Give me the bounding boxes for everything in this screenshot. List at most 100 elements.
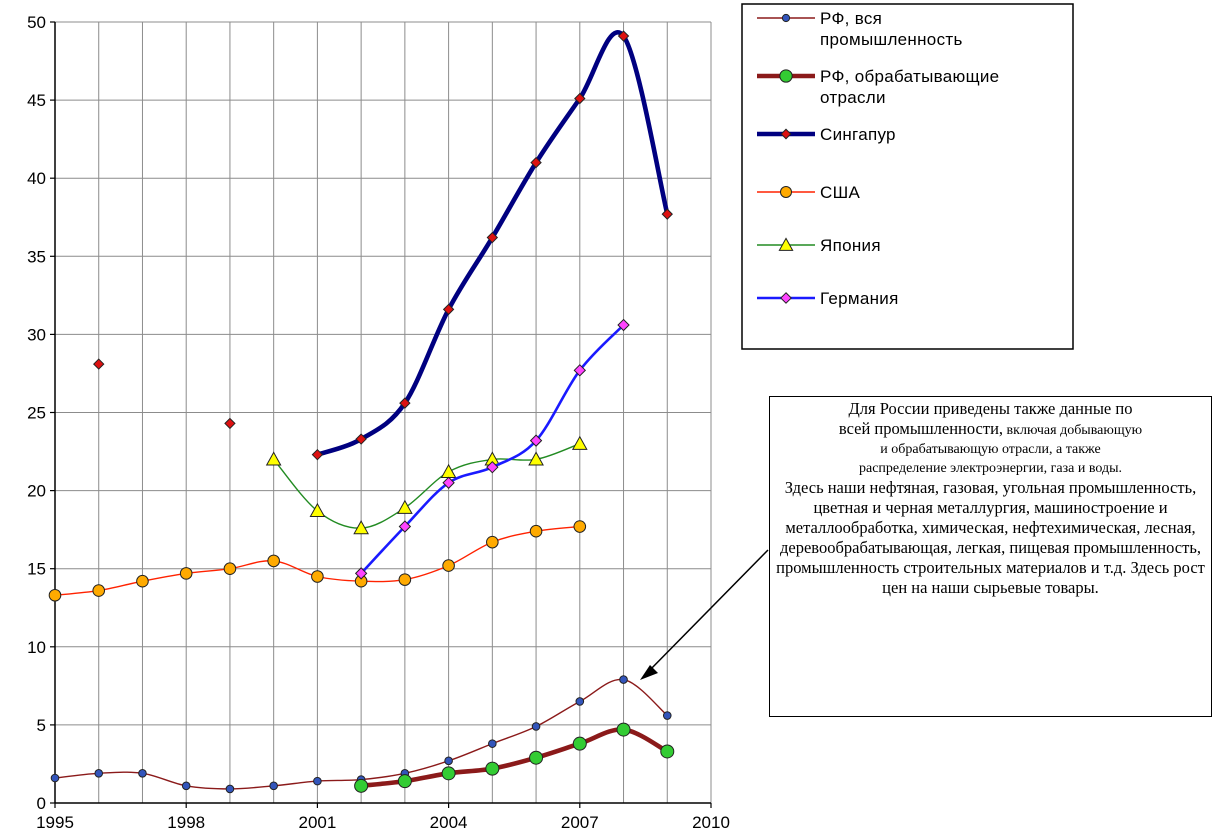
data-point	[442, 559, 455, 572]
data-point	[573, 520, 587, 533]
y-tick-label: 0	[37, 794, 46, 813]
data-point	[48, 588, 62, 602]
data-point	[311, 570, 324, 583]
data-point	[399, 397, 411, 409]
data-point	[93, 358, 105, 370]
legend-label: РФ, обрабатывающие	[820, 67, 999, 86]
annotation-box: Для России приведены также данные по все…	[769, 396, 1212, 717]
data-point	[265, 451, 282, 466]
data-point	[575, 697, 585, 706]
data-point	[181, 781, 191, 791]
y-tick-label: 5	[37, 716, 46, 735]
data-point	[223, 562, 237, 576]
legend-label: Германия	[820, 289, 899, 308]
data-point	[397, 774, 412, 789]
x-tick-label: 1998	[167, 813, 205, 832]
data-point	[616, 722, 631, 737]
data-point	[92, 584, 106, 597]
data-point	[179, 567, 193, 580]
data-point	[571, 435, 588, 450]
data-point	[441, 766, 456, 781]
x-tick-label: 2001	[298, 813, 336, 832]
grid-lines	[55, 21, 712, 803]
annotation-line-4: распределение электроэнергии, газа и вод…	[859, 461, 1122, 476]
data-point	[397, 499, 413, 514]
data-point	[353, 520, 369, 535]
legend-label: отрасли	[820, 88, 886, 107]
legend-label: Сингапур	[820, 125, 896, 144]
y-tick-label: 10	[27, 638, 46, 657]
legend-marker	[778, 237, 794, 251]
annotation-line-5: Здесь наши нефтяная, газовая, угольная п…	[776, 478, 1205, 597]
y-tick-label: 15	[27, 560, 46, 579]
y-tick-label: 30	[27, 325, 46, 344]
legend-marker	[779, 69, 793, 83]
series-2	[93, 30, 673, 461]
data-point	[224, 417, 236, 430]
data-point	[309, 502, 326, 518]
data-point	[528, 451, 544, 466]
data-point	[442, 303, 455, 316]
x-tick-label: 2010	[692, 813, 730, 832]
data-point	[661, 208, 673, 220]
annotation-line-1: Для России приведены также данные по	[848, 399, 1133, 418]
legend-label: РФ, вся	[820, 9, 882, 28]
legend-label: промышленность	[820, 30, 963, 49]
data-point	[442, 476, 455, 489]
x-tick-label: 2007	[561, 813, 599, 832]
data-point	[485, 761, 500, 776]
data-point	[486, 460, 499, 474]
data-point	[529, 524, 543, 538]
y-tick-label: 20	[27, 482, 46, 501]
series-3	[48, 520, 587, 602]
data-point	[313, 776, 322, 786]
legend: РФ, вся промышленность РФ, обрабатывающие о…	[741, 3, 1074, 350]
data-point	[486, 231, 499, 244]
data-point	[311, 448, 324, 461]
legend-marker	[780, 128, 792, 140]
data-point	[354, 567, 368, 580]
data-point	[440, 463, 457, 478]
data-point	[530, 156, 542, 169]
annotation-line-3: и обрабатывающую отрасли, а также	[880, 442, 1101, 457]
series-1	[354, 722, 675, 793]
series-group	[48, 30, 675, 794]
data-point	[486, 535, 499, 549]
annotation-line-2a: всей промышленности,	[838, 419, 1004, 438]
axes	[50, 21, 712, 808]
data-point	[617, 30, 630, 42]
series-5	[354, 318, 630, 580]
data-point	[94, 769, 104, 778]
y-tick-label: 35	[27, 247, 46, 266]
data-point	[398, 520, 412, 533]
data-point	[267, 554, 280, 568]
legend-label: Япония	[820, 236, 881, 255]
data-point	[355, 433, 367, 445]
data-point	[444, 756, 453, 766]
data-point	[660, 744, 675, 759]
data-point	[136, 574, 149, 588]
data-point	[529, 750, 544, 765]
data-point	[488, 739, 497, 748]
series-4	[265, 435, 588, 535]
legend-marker	[781, 13, 791, 23]
data-point	[398, 573, 412, 586]
y-tick-label: 40	[27, 169, 46, 188]
legend-label: США	[820, 183, 860, 202]
y-tick-label: 50	[27, 13, 46, 32]
data-point	[354, 778, 369, 793]
annotation-arrow	[640, 549, 769, 680]
data-point	[531, 722, 541, 731]
annotation-line-2: всей промышленности, включая добывающую	[772, 419, 1209, 440]
x-tick-label: 1995	[36, 813, 74, 832]
y-tick-label: 45	[27, 91, 46, 110]
data-point	[617, 318, 630, 332]
x-tick-label: 2004	[430, 813, 468, 832]
data-point	[573, 364, 587, 377]
data-point	[138, 769, 147, 778]
data-point	[662, 711, 672, 720]
annotation-line-2b: включая добывающую	[1003, 423, 1143, 438]
data-point	[269, 781, 278, 791]
legend-box	[741, 3, 1074, 350]
